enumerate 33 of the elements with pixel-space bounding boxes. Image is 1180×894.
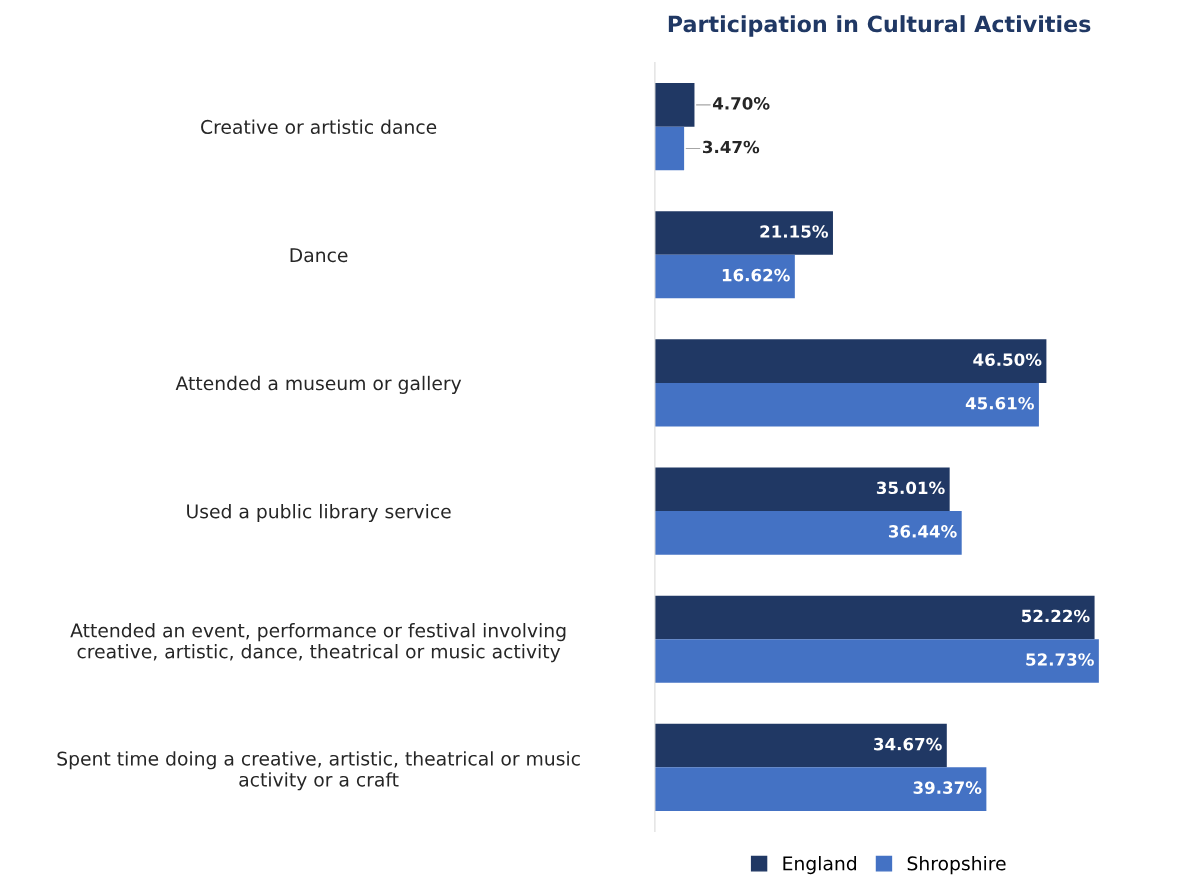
bar bbox=[654, 767, 987, 811]
bar bbox=[654, 126, 685, 171]
bar bbox=[654, 723, 947, 768]
data-label: 21.15% bbox=[760, 225, 828, 238]
data-label: 16.62% bbox=[722, 268, 790, 282]
data-label: 4.70% bbox=[712, 97, 770, 110]
y-tick-label: Dance bbox=[290, 248, 348, 263]
bar bbox=[654, 339, 1047, 383]
data-label: 45.61% bbox=[965, 396, 1034, 410]
data-label: 52.73% bbox=[1026, 653, 1094, 666]
bar bbox=[654, 595, 1095, 640]
bar bbox=[654, 382, 1039, 427]
data-label: 3.47% bbox=[702, 140, 760, 154]
data-label: 39.37% bbox=[913, 781, 982, 794]
data-label: 52.22% bbox=[1022, 609, 1090, 623]
data-label: 46.50% bbox=[973, 353, 1042, 366]
data-label: 35.01% bbox=[876, 481, 945, 495]
bar bbox=[654, 211, 833, 255]
y-tick-label: Used a public library service bbox=[187, 503, 451, 523]
y-tick-label: Attended an event, performance or festival involving creative, artistic, dance, theatrical or music activity bbox=[70, 623, 566, 663]
chart-title: Participation in Cultural Activities bbox=[668, 15, 1091, 37]
bar bbox=[654, 83, 695, 127]
y-tick-label: Spent time doing a creative, artistic, theatrical or music activity or a craft bbox=[57, 751, 580, 791]
legend-label: Shropshire bbox=[907, 855, 1006, 875]
bar bbox=[654, 254, 795, 299]
bar bbox=[654, 467, 950, 512]
data-label: 36.44% bbox=[888, 525, 957, 538]
y-tick-label: Attended a museum or gallery bbox=[175, 375, 462, 394]
y-tick-label: Creative or artistic dance bbox=[201, 119, 437, 135]
bar bbox=[654, 511, 962, 555]
legend-label: England bbox=[783, 855, 857, 875]
bar bbox=[654, 639, 1099, 683]
data-label: 34.67% bbox=[874, 737, 942, 751]
